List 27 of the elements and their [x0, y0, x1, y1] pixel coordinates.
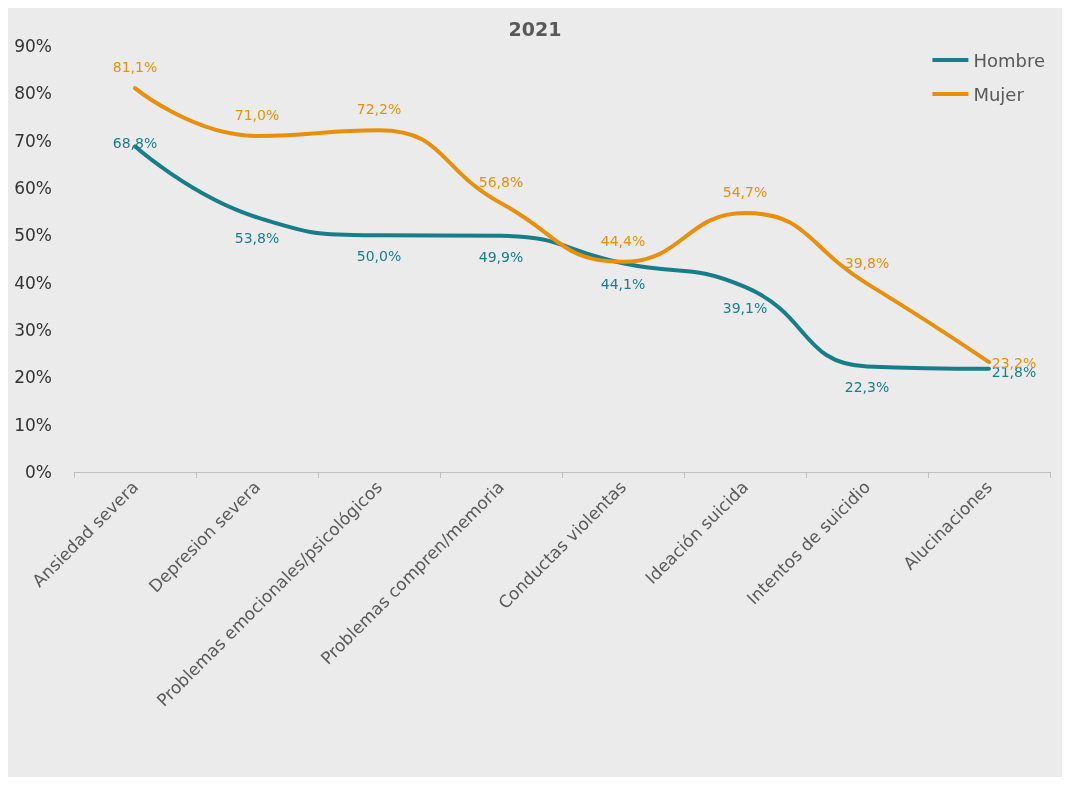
- y-tick-label: 0%: [25, 462, 52, 482]
- chart-title: 2021: [508, 17, 562, 40]
- data-label: 49,9%: [478, 248, 524, 265]
- data-label: 22,3%: [844, 379, 890, 396]
- data-label: 56,8%: [478, 174, 524, 191]
- data-label: 44,4%: [600, 232, 646, 249]
- y-tick-label: 60%: [14, 178, 52, 198]
- data-label: 44,1%: [600, 276, 646, 293]
- legend-label: Mujer: [973, 83, 1025, 105]
- data-label: 50,0%: [356, 248, 402, 265]
- data-label: 53,8%: [234, 230, 280, 247]
- data-label: 81,1%: [112, 59, 158, 76]
- y-tick-label: 50%: [14, 225, 52, 246]
- data-label: 71,0%: [234, 106, 280, 123]
- data-label: 39,8%: [844, 254, 890, 271]
- y-tick-label: 70%: [14, 130, 52, 151]
- y-tick-label: 20%: [14, 367, 52, 388]
- y-tick-label: 30%: [14, 320, 52, 340]
- data-label: 68,8%: [112, 135, 158, 152]
- y-tick-label: 80%: [14, 83, 52, 104]
- data-label: 54,7%: [722, 184, 768, 201]
- y-tick-label: 90%: [14, 36, 52, 56]
- y-tick-label: 10%: [14, 414, 52, 435]
- legend-label: Hombre: [973, 49, 1046, 71]
- data-label: 72,2%: [356, 101, 402, 118]
- y-tick-label: 40%: [14, 272, 52, 293]
- data-label: 39,1%: [722, 299, 768, 316]
